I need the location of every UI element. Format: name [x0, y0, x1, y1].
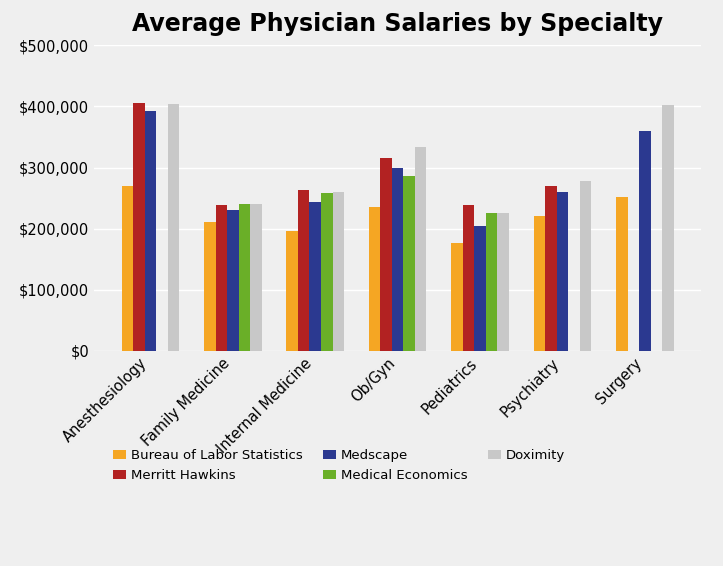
Bar — [497, 213, 509, 351]
Bar — [369, 207, 380, 351]
Bar — [227, 210, 239, 351]
Bar — [662, 105, 674, 351]
Bar — [403, 176, 415, 351]
Bar — [204, 222, 215, 351]
Bar — [545, 186, 557, 351]
Bar — [309, 203, 321, 351]
Legend: Bureau of Labor Statistics, Merritt Hawkins, Medscape, Medical Economics, Doximi: Bureau of Labor Statistics, Merritt Hawk… — [113, 449, 565, 482]
Bar — [580, 181, 591, 351]
Bar — [474, 226, 486, 351]
Title: Average Physician Salaries by Specialty: Average Physician Salaries by Specialty — [132, 12, 663, 36]
Bar — [557, 192, 568, 351]
Bar — [380, 158, 392, 351]
Bar — [463, 205, 474, 351]
Bar — [415, 147, 427, 351]
Bar — [333, 192, 344, 351]
Bar — [639, 131, 651, 351]
Bar — [168, 104, 179, 351]
Bar — [392, 168, 403, 351]
Bar — [486, 213, 497, 351]
Bar — [215, 205, 227, 351]
Bar — [286, 231, 298, 351]
Bar — [616, 197, 628, 351]
Bar — [121, 186, 133, 351]
Bar — [145, 111, 156, 351]
Bar — [133, 104, 145, 351]
Bar — [298, 190, 309, 351]
Bar — [534, 216, 545, 351]
Bar — [239, 204, 250, 351]
Bar — [451, 243, 463, 351]
Bar — [250, 204, 262, 351]
Bar — [321, 193, 333, 351]
